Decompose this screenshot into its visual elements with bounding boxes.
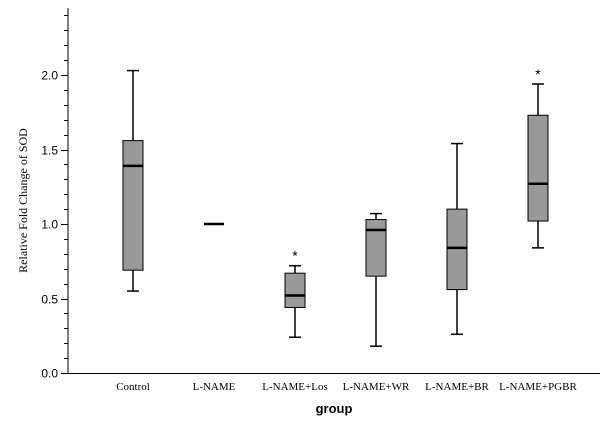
box-l-name-pgbr: * bbox=[527, 66, 549, 249]
box-l-name-br bbox=[446, 142, 468, 336]
significance-marker: * bbox=[535, 66, 541, 82]
x-tick-label: L-NAME bbox=[193, 381, 236, 393]
significance-marker: * bbox=[292, 248, 298, 264]
x-tick-label: L-NAME+WR bbox=[343, 381, 410, 393]
x-tick-label: L-NAME+BR bbox=[425, 381, 489, 393]
y-axis: 0.0 0.5 1.0 1.5 2.0 bbox=[41, 8, 69, 381]
box-control bbox=[122, 69, 144, 292]
x-tick-label: L-NAME+Los bbox=[262, 381, 327, 393]
y-axis-title: Relative Fold Change of SOD bbox=[16, 128, 30, 273]
x-axis: Control L-NAME L-NAME+Los L-NAME+WR L-NAME+B… bbox=[68, 373, 600, 393]
iqr-box bbox=[446, 208, 468, 291]
y-tick-label: 1.5 bbox=[41, 144, 58, 158]
y-tick-label: 2.0 bbox=[41, 69, 58, 83]
x-tick-label: Control bbox=[116, 381, 150, 393]
y-tick-label: 0.0 bbox=[41, 367, 58, 381]
iqr-box bbox=[365, 219, 387, 277]
iqr-box bbox=[122, 140, 144, 271]
boxes: ** bbox=[122, 66, 549, 347]
box-l-name-los: * bbox=[284, 248, 306, 338]
y-tick-label: 1.0 bbox=[41, 218, 58, 232]
box-l-name-wr bbox=[365, 212, 387, 347]
x-tick-label: L-NAME+PGBR bbox=[499, 381, 577, 393]
iqr-box bbox=[284, 272, 306, 308]
x-axis-title: group bbox=[316, 401, 353, 416]
iqr-box bbox=[527, 114, 549, 222]
y-tick-label: 0.5 bbox=[41, 293, 58, 307]
